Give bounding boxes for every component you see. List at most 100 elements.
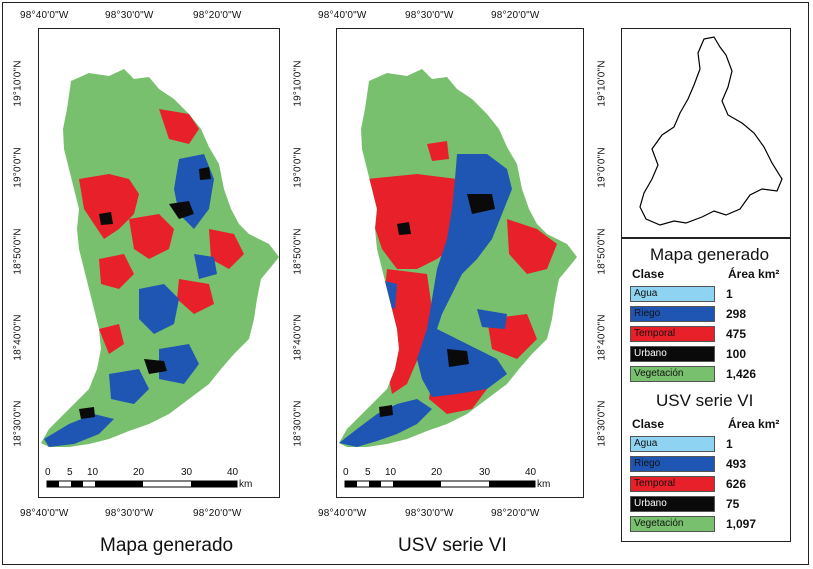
class-area: 298 xyxy=(726,307,747,321)
riego-patch xyxy=(377,279,397,309)
class-name: Urbano xyxy=(634,498,667,509)
lat-label: 19°10'0"N xyxy=(596,60,608,107)
scale-bar xyxy=(46,480,238,488)
swatch-vegetacion xyxy=(630,366,715,382)
class-area: 1 xyxy=(726,437,733,451)
lat-label: 18°40'0"N xyxy=(292,314,304,361)
class-name: Riego xyxy=(634,458,661,469)
temporal-patch xyxy=(129,214,174,259)
class-name: Urbano xyxy=(634,348,667,359)
class-area: 1,426 xyxy=(726,367,757,381)
riego-patch xyxy=(477,309,507,329)
class-name: Agua xyxy=(634,288,658,299)
temporal-patch xyxy=(507,219,557,274)
lat-label: 19°10'0"N xyxy=(292,60,304,107)
riego-patch xyxy=(139,284,179,334)
urbano-patch xyxy=(199,167,211,180)
scale-tick-label: 40 xyxy=(525,467,537,478)
scale-tick-label: 20 xyxy=(133,467,145,478)
lon-label-bottom: 98°20'0"W xyxy=(193,508,242,519)
scale-bar xyxy=(344,480,536,488)
temporal-patch xyxy=(177,279,214,314)
lat-label: 19°10'0"N xyxy=(12,60,24,107)
scale-tick-label: 5 xyxy=(67,467,73,478)
map-panel-usv: 0 5 10 20 30 40 km xyxy=(336,28,584,498)
swatch-riego xyxy=(630,306,715,322)
lon-label-top: 98°40'0"W xyxy=(318,10,367,21)
swatch-agua xyxy=(630,286,715,302)
class-name: Temporal xyxy=(634,478,676,489)
caption-generated: Mapa generado xyxy=(100,535,234,556)
temporal-patch xyxy=(99,324,124,354)
lat-label: 19°0'0"N xyxy=(596,147,608,188)
class-name: Riego xyxy=(634,308,661,319)
legend-title-generated: Mapa generado xyxy=(650,245,770,264)
state-outline xyxy=(639,36,783,226)
swatch-urbano xyxy=(630,496,715,512)
temporal-patch xyxy=(427,141,449,161)
temporal-patch xyxy=(79,174,139,239)
scale-tick-label: 40 xyxy=(227,467,239,478)
temporal-patch xyxy=(99,254,134,289)
swatch-vegetacion xyxy=(630,516,715,532)
class-name: Vegetación xyxy=(634,518,684,529)
lat-label: 18°40'0"N xyxy=(12,314,24,361)
scale-tick-label: 10 xyxy=(87,467,99,478)
riego-patch xyxy=(194,254,217,279)
lat-label: 19°0'0"N xyxy=(12,147,24,188)
caption-usv: USV serie VI xyxy=(398,535,507,556)
lon-label-bottom: 98°40'0"W xyxy=(318,508,367,519)
class-name: Agua xyxy=(634,438,658,449)
class-area: 75 xyxy=(726,497,740,511)
swatch-temporal xyxy=(630,476,715,492)
swatch-riego xyxy=(630,456,715,472)
lon-label-top: 98°20'0"W xyxy=(491,10,540,21)
legend-col-area: Área km² xyxy=(728,417,780,431)
scale-tick-label: 30 xyxy=(479,467,491,478)
swatch-urbano xyxy=(630,346,715,362)
lon-label-bottom: 98°30'0"W xyxy=(105,508,154,519)
riego-patch xyxy=(159,344,199,384)
lat-label: 18°30'0"N xyxy=(292,400,304,447)
class-area: 1 xyxy=(726,287,733,301)
class-area: 1,097 xyxy=(726,517,757,531)
urbano-patch xyxy=(79,407,95,419)
lat-label: 18°30'0"N xyxy=(596,400,608,447)
riego-patch xyxy=(339,399,432,447)
legend-title-usv: USV serie VI xyxy=(656,391,754,410)
scale-tick-label: 0 xyxy=(343,467,349,478)
lon-label-bottom: 98°30'0"W xyxy=(405,508,454,519)
map-panel-generated: 0 5 10 20 30 40 km xyxy=(38,28,280,498)
temporal-patch xyxy=(209,229,244,269)
scale-tick-label: 5 xyxy=(365,467,371,478)
class-area: 493 xyxy=(726,457,747,471)
basin-outline xyxy=(41,69,279,447)
lon-label-bottom: 98°20'0"W xyxy=(491,508,540,519)
riego-patch xyxy=(109,369,149,404)
lat-label: 18°30'0"N xyxy=(12,400,24,447)
class-name: Vegetación xyxy=(634,368,684,379)
riego-patch xyxy=(44,414,114,447)
scale-unit: km xyxy=(537,479,551,490)
class-area: 626 xyxy=(726,477,747,491)
class-area: 100 xyxy=(726,347,747,361)
lon-label-top: 98°30'0"W xyxy=(105,10,154,21)
scale-tick-label: 10 xyxy=(385,467,397,478)
urbano-patch xyxy=(169,201,194,219)
legend-panel: Mapa generado Clase Área km² Agua 1 Rieg… xyxy=(621,238,791,542)
scale-tick-label: 20 xyxy=(431,467,443,478)
lat-label: 18°50'0"N xyxy=(12,228,24,275)
urbano-patch xyxy=(144,359,167,374)
lat-label: 18°40'0"N xyxy=(596,314,608,361)
swatch-agua xyxy=(630,436,715,452)
urbano-patch xyxy=(99,212,113,225)
lon-label-bottom: 98°40'0"W xyxy=(20,508,69,519)
lat-label: 19°0'0"N xyxy=(292,147,304,188)
lon-label-top: 98°20'0"W xyxy=(193,10,242,21)
urbano-patch xyxy=(379,405,393,417)
map-usv xyxy=(339,69,577,488)
scale-tick-label: 0 xyxy=(45,467,51,478)
urbano-patch xyxy=(467,194,495,214)
lat-label: 18°50'0"N xyxy=(596,228,608,275)
